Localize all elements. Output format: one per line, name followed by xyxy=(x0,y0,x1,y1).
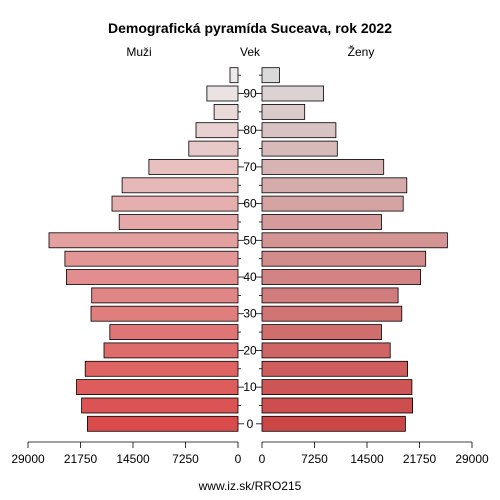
male-bar xyxy=(188,140,239,157)
x-tick-label-left: 14500 xyxy=(116,452,150,466)
male-bar xyxy=(111,195,239,212)
chart-title: Demografická pyramída Suceava, rok 2022 xyxy=(108,20,392,36)
right-series-label: Ženy xyxy=(348,44,375,59)
age-tick-label: 40 xyxy=(243,270,257,284)
male-bar xyxy=(118,214,239,230)
x-tick-label-right: 21750 xyxy=(403,452,437,466)
x-tick-label-left: 21750 xyxy=(64,452,98,466)
female-bar xyxy=(261,177,408,194)
male-bar xyxy=(103,342,239,359)
male-bar xyxy=(229,67,239,84)
female-bar xyxy=(261,140,338,157)
male-bar xyxy=(195,122,239,139)
male-bar xyxy=(48,232,239,249)
female-bar xyxy=(261,158,385,175)
male-bar xyxy=(121,177,239,194)
female-bar xyxy=(261,324,382,341)
age-tick-label: 90 xyxy=(243,87,257,101)
age-tick-label: 20 xyxy=(243,343,257,357)
male-bar xyxy=(64,250,239,267)
male-bar xyxy=(109,324,239,341)
female-bar xyxy=(261,397,414,414)
x-tick-label-right: 7250 xyxy=(301,452,328,466)
male-bar xyxy=(91,287,239,304)
female-bar xyxy=(261,67,280,84)
female-bar xyxy=(261,85,324,102)
male-bar xyxy=(206,85,239,102)
age-tick-label: 0 xyxy=(247,417,254,431)
female-bars xyxy=(261,67,448,432)
x-tick-label-left: 29000 xyxy=(11,452,45,466)
age-tick-label: 10 xyxy=(243,380,257,394)
age-tick-label: 50 xyxy=(243,233,257,247)
female-bar xyxy=(261,104,306,120)
x-tick-label-right: 29000 xyxy=(455,452,489,466)
female-bar xyxy=(261,232,448,249)
female-bar xyxy=(261,415,406,432)
male-bar xyxy=(81,397,239,414)
female-bar xyxy=(261,195,404,212)
age-axis-label: Vek xyxy=(240,45,261,59)
female-bar xyxy=(261,250,427,267)
male-bar xyxy=(148,158,239,175)
female-bar xyxy=(261,342,391,359)
female-bar xyxy=(261,287,399,304)
male-bar xyxy=(84,360,239,377)
male-bar xyxy=(87,415,239,432)
x-tick-label-right: 14500 xyxy=(350,452,384,466)
female-bar xyxy=(261,214,382,230)
female-bar xyxy=(261,360,409,377)
x-tick-label-right: 0 xyxy=(259,452,266,466)
left-series-label: Muži xyxy=(126,45,151,59)
x-axes: 29000 0 21750 7250 14500 14500 7250 21750 0 29000 xyxy=(11,441,489,466)
age-tick-label: 70 xyxy=(243,160,257,174)
age-axis-ticks: 0 10 20 30 40 50 60 70 80 90 xyxy=(238,74,262,431)
female-bar xyxy=(261,305,403,322)
male-bar xyxy=(66,269,239,285)
male-bars xyxy=(48,67,239,432)
age-tick-label: 60 xyxy=(243,197,257,211)
x-tick-label-left: 7250 xyxy=(172,452,199,466)
male-bar xyxy=(76,379,239,396)
female-bar xyxy=(261,269,422,285)
age-tick-label: 80 xyxy=(243,123,257,137)
female-bar xyxy=(261,379,413,396)
male-bar xyxy=(90,305,239,322)
female-bar xyxy=(261,122,337,139)
x-tick-label-left: 0 xyxy=(235,452,242,466)
male-bar xyxy=(213,104,239,120)
age-tick-label: 30 xyxy=(243,307,257,321)
footer-source: www.iz.sk/RRO215 xyxy=(198,479,302,493)
